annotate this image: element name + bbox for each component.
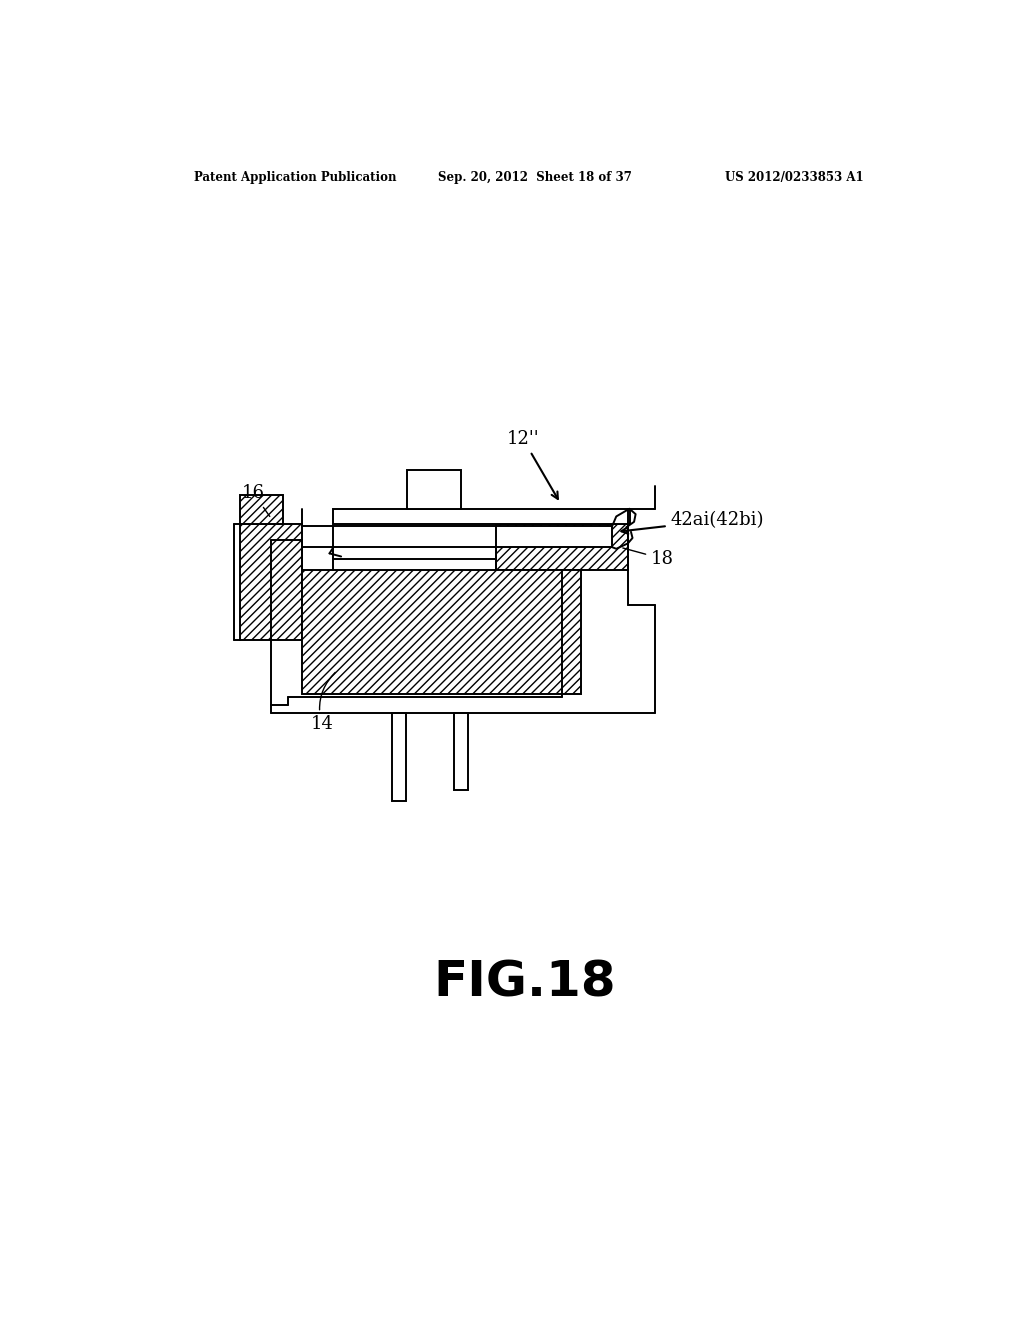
Text: 18: 18 bbox=[623, 548, 674, 568]
Bar bbox=[496, 524, 628, 570]
Bar bbox=[407, 470, 461, 508]
Text: 42ai(42bi): 42ai(42bi) bbox=[622, 511, 764, 533]
Bar bbox=[241, 495, 283, 524]
Bar bbox=[334, 508, 630, 524]
Text: 12'': 12'' bbox=[507, 430, 558, 499]
Text: Patent Application Publication: Patent Application Publication bbox=[194, 172, 396, 185]
Bar bbox=[334, 525, 612, 548]
Text: FIG.18: FIG.18 bbox=[433, 958, 616, 1006]
Bar bbox=[455, 713, 468, 789]
Bar bbox=[302, 570, 582, 693]
Text: Sep. 20, 2012  Sheet 18 of 37: Sep. 20, 2012 Sheet 18 of 37 bbox=[438, 172, 632, 185]
Bar bbox=[392, 713, 407, 801]
Text: 14: 14 bbox=[310, 672, 335, 734]
Bar bbox=[241, 524, 302, 640]
Text: US 2012/0233853 A1: US 2012/0233853 A1 bbox=[725, 172, 863, 185]
Text: 16: 16 bbox=[242, 484, 269, 516]
